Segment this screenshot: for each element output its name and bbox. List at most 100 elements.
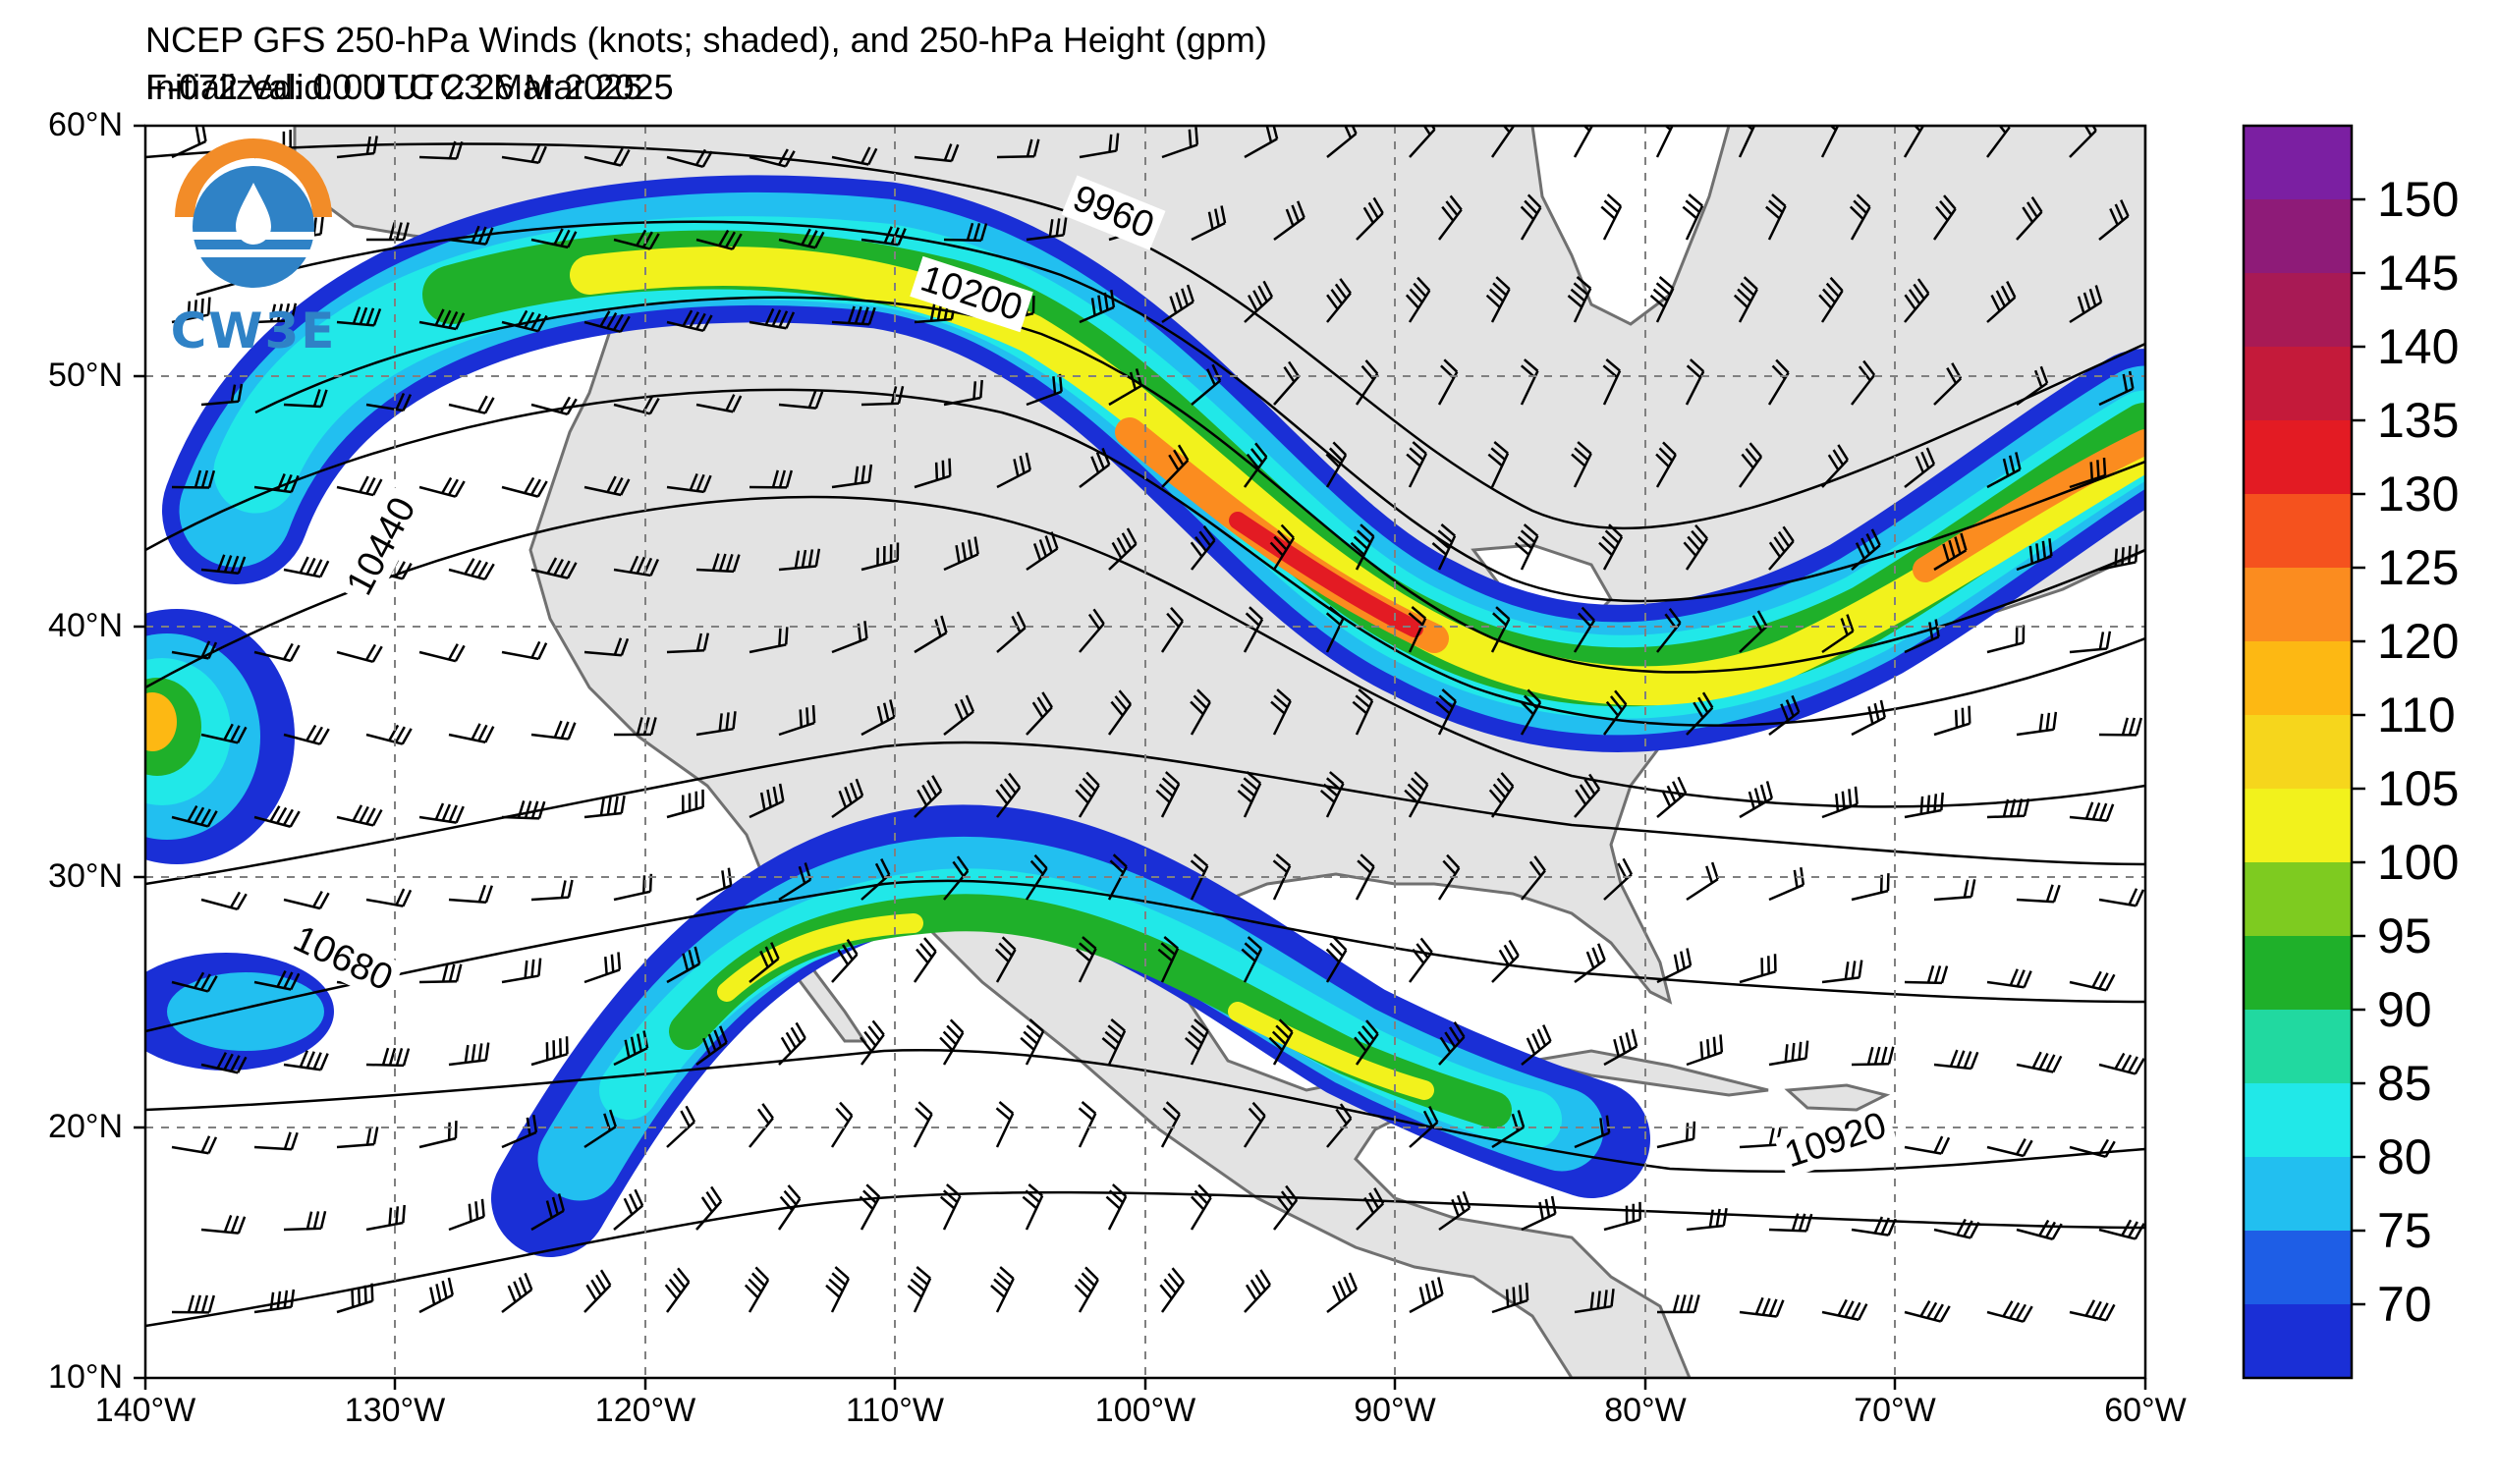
wind-barb-feather [1741,453,1754,469]
wind-barb-feather [1954,709,1959,728]
colorbar-swatch [2244,568,2352,642]
wind-barb-feather [1487,453,1503,467]
wind-barb-feather [1092,608,1105,625]
wind-barb-feather [1520,529,1536,543]
wind-barb-feather [483,397,495,414]
wind-barb-feather [200,1135,211,1153]
wind-barb-feather [2128,888,2138,906]
wind-barb-feather [1246,771,1261,785]
wind-barb-feather [207,469,216,488]
wind-barb-feather [1188,129,1193,147]
wind-barb-feather [1357,859,1372,874]
wind-barb-feather [849,782,859,800]
wind-barb-feather [1970,1051,1979,1070]
wind-barb-feather [1668,607,1682,624]
wind-barb-feather [1524,199,1538,215]
wind-barb-feather [1273,535,1288,551]
wind-barb-feather [2121,1054,2133,1072]
wind-barb-feather [484,885,493,904]
lat-label-20: 20°N [48,1108,123,1145]
wind-barb-feather [2104,1140,2116,1158]
wind-barb-feather [517,309,528,327]
wind-barb-feather [1682,205,1697,220]
wind-barb-feather [1446,853,1461,869]
wind-barb-feather [560,721,570,740]
wind-barb-feather [1185,1036,1200,1051]
wind-barb-feather [200,1294,209,1313]
wind-barb-feather [680,1110,691,1127]
wind-barb-feather [2041,540,2047,559]
wind-barb-feather [471,1044,476,1063]
wind-barb-feather [910,1278,925,1292]
wind-barb-feather [1508,939,1520,957]
wind-barb-feather [1579,784,1591,800]
wind-barb-feather [1606,193,1622,207]
wind-barb-feather [630,1036,637,1055]
wind-barb-feather [1926,1301,1938,1319]
wind-barb-feather [187,804,198,822]
wind-barb-feather [199,973,211,991]
wind-barb-feather [629,555,639,574]
wind-barb-feather [1500,772,1515,788]
wind-barb-feather [641,231,653,248]
wind-barb-feather [1449,194,1463,211]
wind-barb-feather [1029,859,1044,875]
wind-barb-feather [2009,798,2017,817]
wind-barb-feather [955,545,961,564]
wind-barb-feather [1520,205,1535,221]
wind-barb-feather [1837,1298,1848,1317]
wind-barb-feather [718,1025,728,1044]
colorbar-swatch [2244,420,2352,495]
wind-barb-feather [867,147,878,166]
colorbar-swatch [2244,1231,2352,1305]
lat-label-60: 60°N [48,106,123,143]
wind-barb-feather [1194,535,1207,552]
wind-barb-feather [966,222,974,241]
wind-barb-feather [1527,688,1541,704]
wind-barb-feather [532,1114,538,1133]
wind-barb-feather [1619,1035,1627,1054]
wind-barb-feather [799,709,804,728]
wind-barb-feather [187,1294,195,1313]
wind-barb-feather [2102,457,2107,476]
wind-barb-feather [794,550,801,569]
wind-barb-feather [1600,205,1616,220]
wind-barb-feather [1036,696,1049,713]
wind-barb-feather [1715,1208,1721,1227]
wind-barb-feather [1699,1041,1704,1060]
wind-barb-feather [1765,205,1781,220]
wind-barb-feather [965,694,975,713]
wind-barb-feather [2121,1219,2133,1237]
wind-barb-feather [701,314,713,332]
wind-barb-feather [1090,456,1100,473]
wind-barb-feather [1008,772,1022,789]
wind-barb-feather [637,1033,643,1052]
wind-barb-feather [276,806,288,824]
wind-barb-feather [1112,853,1128,868]
wind-barb-feather [1435,700,1451,715]
wind-barb-feather [1946,366,1958,384]
wind-barb-feather [785,469,794,488]
wind-barb-feather [537,958,542,976]
wind-barb-feather [1451,1198,1460,1217]
wind-barb-feather [705,1191,718,1208]
wind-barb-feather [1512,1287,1517,1305]
wind-barb-feather [1079,783,1093,798]
wind-barb-feather [1406,453,1421,467]
wind-barb-feather [1270,700,1286,715]
wind-barb-feather [223,555,233,573]
wind-barb-feather [1913,283,1925,300]
wind-barb-feather [1737,288,1752,302]
wind-barb-feather [388,1207,393,1226]
wind-barb-feather [283,1131,292,1150]
wind-barb-feather [1961,707,1965,726]
colorbar-swatch [2244,1083,2352,1158]
wind-barb-feather [1858,365,1871,382]
wind-barb-feather [2002,458,2010,476]
wind-barb-feather [834,1266,850,1280]
wind-barb-feather [1793,869,1799,888]
wind-barb-feather [1759,784,1767,802]
wind-barb-feather [599,797,605,816]
wind-barb-feather [477,884,487,903]
wind-barb-feather [1826,112,1839,124]
